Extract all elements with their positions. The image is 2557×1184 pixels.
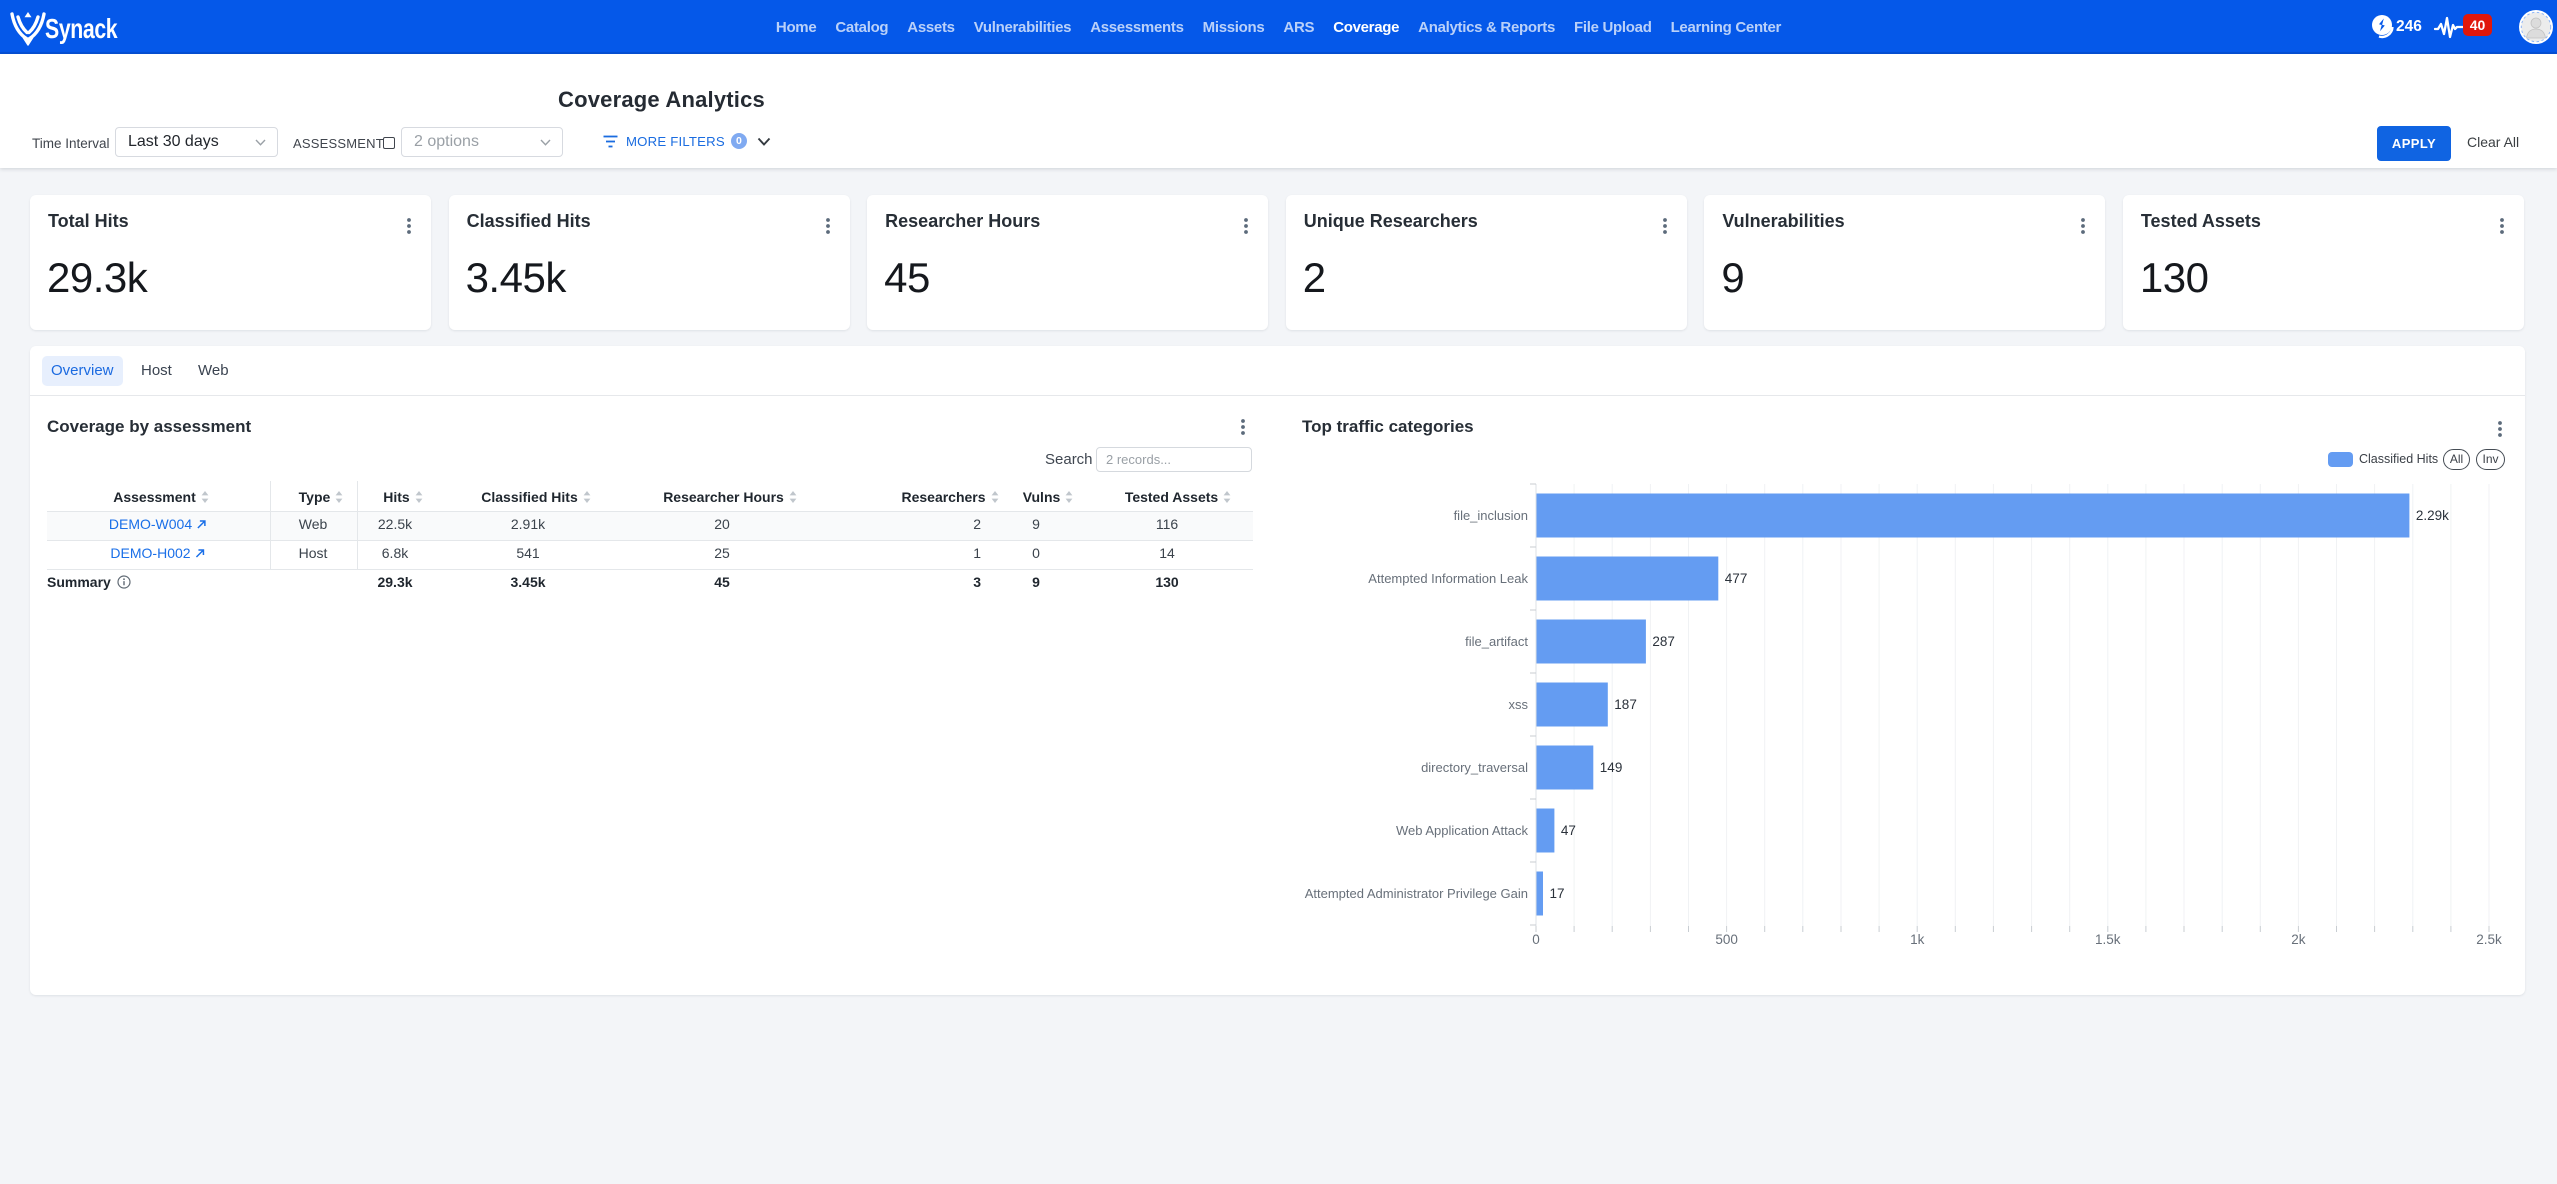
svg-text:477: 477 bbox=[1725, 571, 1748, 586]
svg-text:file_inclusion: file_inclusion bbox=[1454, 508, 1528, 523]
svg-text:287: 287 bbox=[1652, 634, 1675, 649]
svg-text:Attempted Information Leak: Attempted Information Leak bbox=[1368, 571, 1528, 586]
svg-text:1k: 1k bbox=[1910, 932, 1925, 947]
svg-text:Web Application Attack: Web Application Attack bbox=[1396, 823, 1529, 838]
svg-text:2k: 2k bbox=[2291, 932, 2306, 947]
svg-text:17: 17 bbox=[1550, 886, 1565, 901]
svg-text:0: 0 bbox=[1532, 932, 1540, 947]
svg-text:500: 500 bbox=[1715, 932, 1738, 947]
svg-text:2.5k: 2.5k bbox=[2476, 932, 2502, 947]
svg-text:Attempted Administrator Privil: Attempted Administrator Privilege Gain bbox=[1305, 886, 1528, 901]
svg-text:file_artifact: file_artifact bbox=[1465, 634, 1528, 649]
svg-text:47: 47 bbox=[1561, 823, 1576, 838]
svg-text:1.5k: 1.5k bbox=[2095, 932, 2121, 947]
svg-text:directory_traversal: directory_traversal bbox=[1421, 760, 1528, 775]
svg-text:187: 187 bbox=[1614, 697, 1637, 712]
svg-text:2.29k: 2.29k bbox=[2416, 508, 2449, 523]
svg-text:xss: xss bbox=[1509, 697, 1529, 712]
svg-text:149: 149 bbox=[1600, 760, 1623, 775]
